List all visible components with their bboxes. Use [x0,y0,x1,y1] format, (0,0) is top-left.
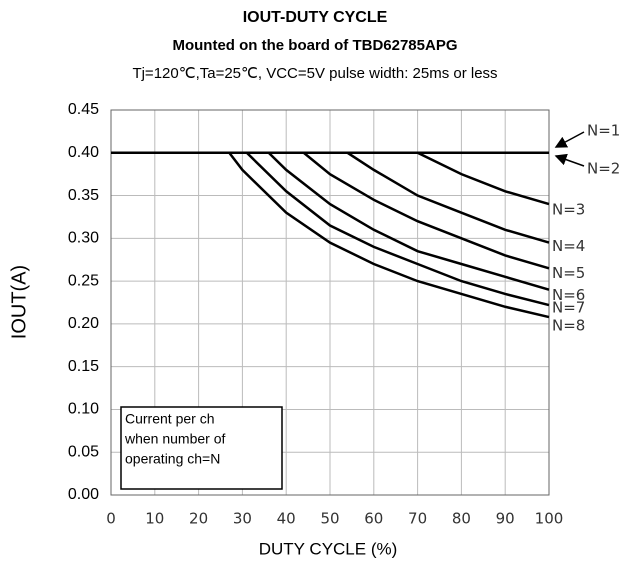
x-axis-label: DUTY CYCLE (%) [259,539,398,558]
annotation-text: operating ch=N [125,451,220,467]
line [111,151,550,244]
x-tick-label: 70 [408,510,427,528]
y-axis-label: IOUT(A) [8,265,30,339]
x-tick-label: 100 [535,510,564,528]
y-tick-label: 0.25 [68,272,99,289]
y-tick-label: 0.45 [68,101,99,118]
series-label: N=8 [552,317,585,335]
x-tick-label: 30 [233,510,252,528]
x-tick-label: 10 [145,510,164,528]
line [111,151,550,291]
series-label: N=4 [552,237,585,255]
series-label: N=3 [552,201,585,219]
annotation-box [120,406,283,490]
line [111,151,550,307]
annotation-text: when number of [124,431,226,447]
x-tick-label: 0 [106,510,116,528]
y-tick-label: 0.00 [68,486,99,503]
x-tick-label: 50 [320,510,339,528]
y-tick-label: 0.10 [68,401,99,418]
series-label: N=2 [587,159,620,177]
x-tick-label: 20 [189,510,208,528]
line [111,151,550,270]
series-label: N=1 [587,121,620,139]
y-tick-label: 0.20 [68,315,99,332]
series-label: N=5 [552,264,585,282]
annotation-text: Current per ch [125,411,214,427]
x-tick-label: 60 [364,510,383,528]
y-tick-label: 0.40 [68,144,99,161]
chart-subtitle: Mounted on the board of TBD62785APG [172,37,457,54]
x-tick-label: 90 [496,510,515,528]
line [111,151,550,319]
chart-title: IOUT-DUTY CYCLE [243,9,388,26]
arrow [554,131,585,148]
series-label: N=6 [552,286,585,304]
x-tick-label: 80 [452,510,471,528]
y-tick-label: 0.35 [68,187,99,204]
y-tick-label: 0.05 [68,443,99,460]
arrow [554,153,585,167]
y-tick-label: 0.30 [68,230,99,247]
x-tick-label: 40 [277,510,296,528]
y-tick-label: 0.15 [68,358,99,375]
chart-note: Tj=120℃,Ta=25℃, VCC=5V pulse width: 25ms… [132,65,497,82]
plot-frame [110,109,550,496]
series-label: N=7 [552,299,585,317]
